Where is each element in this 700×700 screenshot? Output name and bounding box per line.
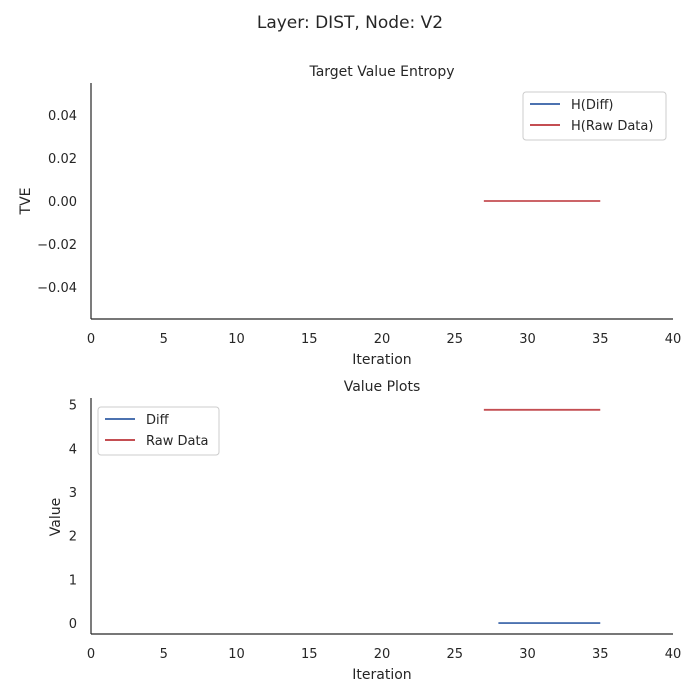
value-x-tick-label: 0 [87,647,95,662]
figure-suptitle: Layer: DIST, Node: V2 [257,13,443,33]
value-legend-label-diff: Diff [146,413,170,428]
value-x-tick-label: 10 [228,647,245,662]
value-ylabel: Value [48,498,64,536]
axes-tve: Target Value Entropy 0 5 10 15 20 25 30 35 40 0.… [18,64,681,368]
tve-x-tick-label: 30 [519,332,536,347]
value-xlabel: Iteration [352,667,411,683]
tve-x-tick-label: 15 [301,332,318,347]
tve-x-tick-label: 20 [374,332,391,347]
tve-y-tick-label: 0.04 [48,109,77,124]
value-legend: Diff Raw Data [97,406,220,456]
tve-title: Target Value Entropy [308,64,454,80]
tve-x-tick-label: 10 [228,332,245,347]
value-x-tick-label: 40 [665,647,682,662]
value-y-tick-label: 4 [69,442,77,457]
tve-x-tick-label: 5 [160,332,168,347]
tve-y-tick-label: 0.00 [48,195,77,210]
value-series [483,408,601,624]
tve-y-tick-label: −0.02 [37,238,77,253]
tve-x-tick-label: 35 [592,332,609,347]
tve-ylabel: TVE [18,188,34,216]
tve-x-tick-label: 25 [446,332,463,347]
value-x-tick-label: 20 [374,647,391,662]
tve-legend-label-raw: H(Raw Data) [571,119,653,134]
tve-y-ticks: 0.04 0.02 0.00 −0.02 −0.04 [37,109,77,296]
value-y-tick-label: 5 [69,399,77,414]
value-y-tick-label: 3 [69,486,77,501]
tve-legend-label-diff: H(Diff) [571,98,614,113]
value-y-tick-label: 1 [69,573,77,588]
value-legend-label-raw: Raw Data [146,434,209,449]
value-x-tick-label: 30 [519,647,536,662]
tve-xlabel: Iteration [352,352,411,368]
tve-legend: H(Diff) H(Raw Data) [522,91,667,141]
value-x-tick-label: 35 [592,647,609,662]
value-y-tick-label: 0 [69,617,77,632]
value-y-ticks: 5 4 3 2 1 0 [69,399,77,633]
tve-x-ticks: 0 5 10 15 20 25 30 35 40 [87,332,681,347]
tve-y-tick-label: 0.02 [48,152,77,167]
value-x-tick-label: 25 [446,647,463,662]
value-x-tick-label: 15 [301,647,318,662]
tve-x-tick-label: 40 [665,332,682,347]
value-y-tick-label: 2 [69,530,77,545]
tve-y-tick-label: −0.04 [37,281,77,296]
value-x-tick-label: 5 [160,647,168,662]
value-title: Value Plots [344,379,421,395]
value-x-ticks: 0 5 10 15 20 25 30 35 40 [87,647,681,662]
tve-x-tick-label: 0 [87,332,95,347]
